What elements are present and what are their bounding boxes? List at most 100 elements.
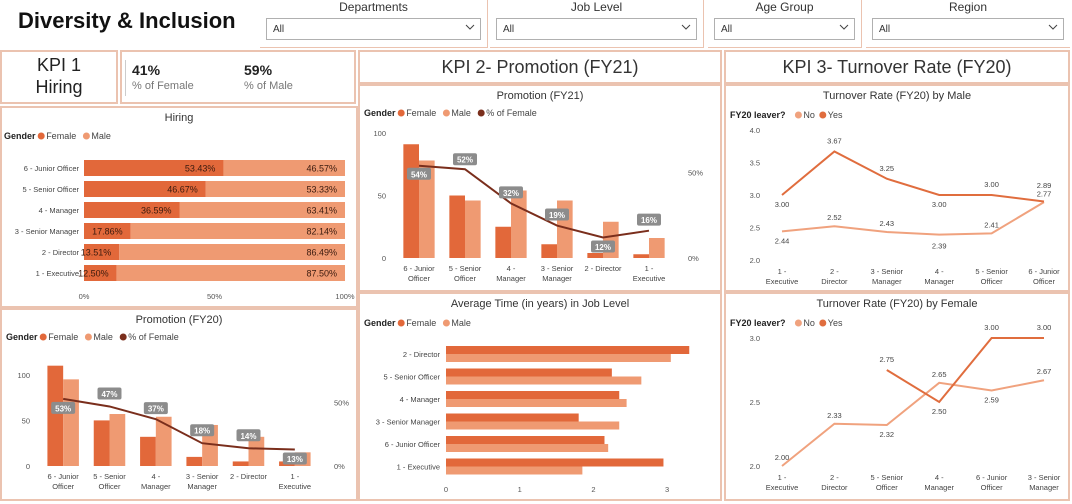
legend-marker xyxy=(83,133,90,140)
y2-tick-label: 50% xyxy=(688,169,703,178)
x-tick-label: Manager xyxy=(187,482,217,491)
kpi3-header: KPI 3- Turnover Rate (FY20) xyxy=(724,50,1070,84)
slicer-label: Age Group xyxy=(708,0,861,14)
x-tick-label: 3 - Senior xyxy=(186,472,219,481)
data-label: 2.59 xyxy=(984,395,999,404)
category-label: 1 - Executive xyxy=(36,269,79,278)
data-label: 3.00 xyxy=(984,180,999,189)
female-pct-value: 41% xyxy=(132,62,160,78)
data-label: 36.59% xyxy=(141,206,172,216)
x-tick-label: 3 xyxy=(665,485,669,494)
category-label: 6 - Junior Officer xyxy=(24,164,80,173)
y-tick-label: 3.5 xyxy=(750,159,760,168)
bar-female xyxy=(186,457,202,466)
bar-female xyxy=(587,253,603,258)
y-tick-label: 2.0 xyxy=(750,256,760,265)
data-label: 2.43 xyxy=(879,219,894,228)
bar-male xyxy=(446,377,641,385)
chart-title: Turnover Rate (FY20) by Female xyxy=(817,298,978,310)
legend-marker xyxy=(38,133,45,140)
data-label: 46.57% xyxy=(306,164,337,174)
bar-female xyxy=(233,461,249,466)
x-tick-label: 2 - Director xyxy=(230,472,268,481)
legend-marker xyxy=(795,320,802,327)
slicer-region: Region All xyxy=(866,0,1070,48)
departments-dropdown[interactable]: All xyxy=(266,18,481,40)
data-label: 3.25 xyxy=(879,164,894,173)
legend-title: Gender xyxy=(364,318,396,328)
data-label: 19% xyxy=(549,211,565,220)
data-label: 3.00 xyxy=(1037,323,1052,332)
data-label: 3.00 xyxy=(775,200,790,209)
bar-male xyxy=(446,467,582,475)
category-label: 3 - Senior Manager xyxy=(15,227,80,236)
dropdown-value: All xyxy=(503,24,514,35)
category-label: 4 - Manager xyxy=(39,206,80,215)
male-pct-value: 59% xyxy=(244,62,272,78)
y-tick-label: 3.0 xyxy=(750,191,760,200)
data-label: 37% xyxy=(148,405,164,414)
legend-title: Gender xyxy=(6,332,38,342)
data-label: 53.33% xyxy=(306,185,337,195)
legend-marker xyxy=(398,320,405,327)
x-tick-label: 2 - xyxy=(830,473,839,482)
bar-male xyxy=(649,238,665,258)
legend-title: FY20 leaver? xyxy=(730,318,786,328)
legend-label: Female xyxy=(46,131,76,141)
legend-marker xyxy=(40,334,47,341)
data-label: 3.00 xyxy=(932,200,947,209)
data-label: 2.44 xyxy=(775,236,790,245)
x-tick-label: 4 - xyxy=(507,264,516,273)
x-tick-label: Manager xyxy=(924,277,954,286)
legend-label: % of Female xyxy=(486,108,537,118)
x-tick-label: Manager xyxy=(496,274,526,283)
dropdown-value: All xyxy=(273,24,284,35)
job-level-dropdown[interactable]: All xyxy=(496,18,697,40)
data-label: 52% xyxy=(457,156,473,165)
legend-label: Yes xyxy=(828,318,843,328)
chart-title: Promotion (FY20) xyxy=(136,314,223,326)
series-line-no xyxy=(782,202,1044,235)
legend-marker xyxy=(819,112,826,119)
data-label: 47% xyxy=(101,390,117,399)
kpi1-label: KPI 1 Hiring xyxy=(2,54,116,98)
x-tick-label: Executive xyxy=(633,274,666,283)
x-tick-label: 2 - Director xyxy=(584,264,622,273)
chart-title: Average Time (in years) in Job Level xyxy=(451,298,629,310)
bar-male xyxy=(446,399,627,407)
legend-marker xyxy=(443,320,450,327)
legend-marker xyxy=(478,110,485,117)
data-label: 3.00 xyxy=(984,323,999,332)
promotion-fy20-panel: Promotion (FY20) Gender Female Male% of Fem… xyxy=(0,308,358,501)
y-tick-label: 4.0 xyxy=(750,126,760,135)
data-label: 18% xyxy=(194,427,210,436)
turnover-female-panel: Turnover Rate (FY20) by Female FY20 leave… xyxy=(724,292,1070,501)
legend-title: Gender xyxy=(364,108,396,118)
x-tick-label: Officer xyxy=(981,277,1003,286)
x-tick-label: Officer xyxy=(52,482,74,491)
data-label: 53.43% xyxy=(185,164,216,174)
y-tick-label: 0 xyxy=(382,254,386,263)
data-label: 16% xyxy=(641,216,657,225)
slicer-label: Region xyxy=(866,0,1070,14)
x-tick-label: 4 - xyxy=(151,472,160,481)
category-label: 2 - Director xyxy=(42,248,80,257)
legend-marker xyxy=(443,110,450,117)
region-dropdown[interactable]: All xyxy=(872,18,1064,40)
data-label: 14% xyxy=(240,432,256,441)
title-panel: Diversity & Inclusion xyxy=(0,0,258,48)
x-tick-label: 5 - Senior xyxy=(93,472,126,481)
x-tick-label: Officer xyxy=(876,483,898,492)
y-tick-label: 50 xyxy=(22,416,30,425)
bar-male xyxy=(110,414,126,466)
chevron-down-icon xyxy=(680,21,692,33)
kpi1-values-card: 41% % of Female 59% % of Male xyxy=(120,50,356,104)
kpi2-header: KPI 2- Promotion (FY21) xyxy=(358,50,722,84)
data-label: 63.41% xyxy=(306,206,337,216)
promotion-fy21-chart: Promotion (FY21)Gender Female Male% of Fem… xyxy=(360,86,720,290)
bar-male xyxy=(603,222,619,258)
age-group-dropdown[interactable]: All xyxy=(714,18,855,40)
data-label: 2.50 xyxy=(932,407,947,416)
legend-label: Male xyxy=(451,108,471,118)
legend-marker xyxy=(85,334,92,341)
